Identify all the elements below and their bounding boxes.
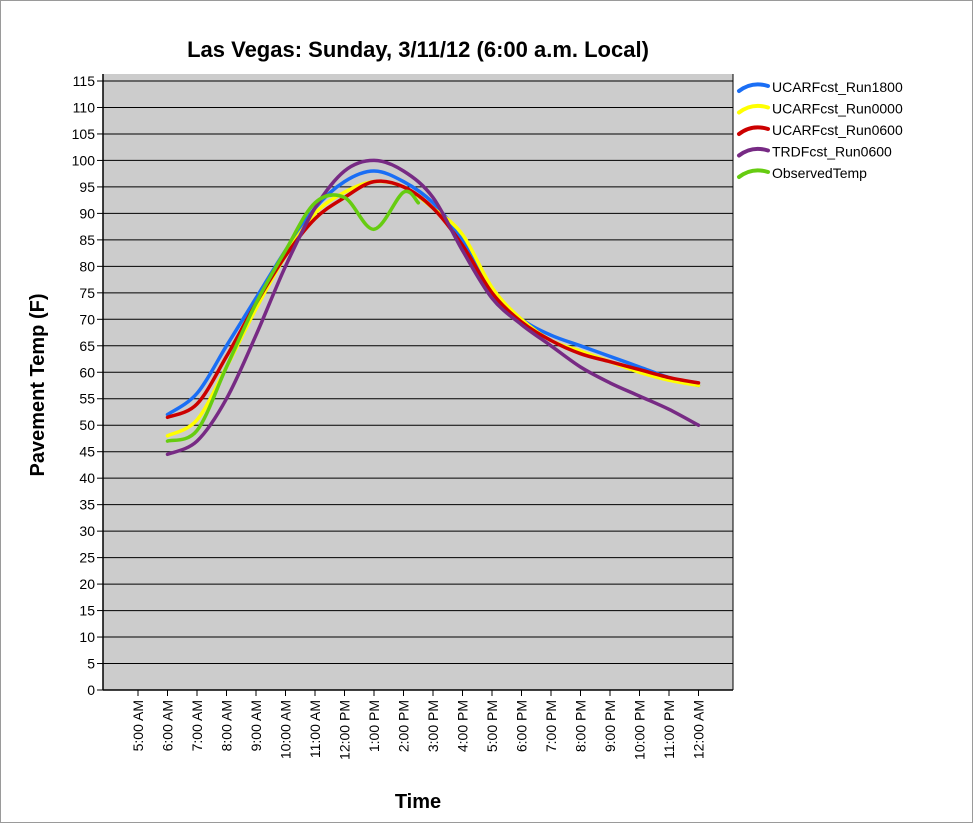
legend-swatch [737, 82, 770, 93]
x-tick-label: 7:00 AM [189, 700, 205, 751]
chart-title: Las Vegas: Sunday, 3/11/12 (6:00 a.m. Lo… [187, 37, 649, 62]
y-tick-label: 35 [79, 497, 95, 513]
y-tick-label: 100 [72, 152, 96, 168]
y-tick-label: 60 [79, 364, 95, 380]
y-tick-label: 65 [79, 338, 95, 354]
y-tick-label: 45 [79, 444, 95, 460]
x-axis-title: Time [395, 791, 441, 813]
y-tick-label: 115 [73, 73, 96, 89]
y-tick-label: 85 [79, 232, 95, 248]
series-line-ucarfcst-run1800 [165, 169, 701, 417]
x-tick-label: 12:00 PM [337, 700, 353, 760]
y-tick-label: 20 [79, 576, 95, 592]
x-tick-label: 6:00 AM [160, 700, 176, 751]
legend-label: UCARFcst_Run0000 [772, 101, 903, 117]
x-tick-label: 10:00 AM [278, 700, 294, 759]
y-tick-label: 90 [79, 205, 95, 221]
y-tick-label: 5 [87, 656, 95, 672]
legend-label: TRDFcst_Run0600 [772, 144, 892, 160]
x-tick-label: 9:00 AM [248, 700, 264, 751]
y-tick-label: 55 [79, 391, 95, 407]
series-line-observedtemp [165, 189, 421, 443]
y-tick-label: 70 [79, 311, 95, 327]
y-tick-label: 0 [87, 682, 95, 698]
y-tick-label: 80 [79, 258, 95, 274]
x-tick-label: 10:00 PM [632, 700, 648, 760]
legend-label: UCARFcst_Run0600 [772, 122, 903, 138]
x-tick-label: 5:00 PM [484, 700, 500, 752]
y-tick-label: 50 [79, 417, 95, 433]
legend-label: ObservedTemp [772, 165, 867, 181]
x-tick-label: 8:00 PM [573, 700, 589, 752]
x-tick-label: 6:00 PM [514, 700, 530, 752]
x-tick-label: 4:00 PM [455, 700, 471, 752]
x-tick-label: 3:00 PM [425, 700, 441, 752]
x-tick-label: 11:00 PM [661, 700, 677, 759]
legend-swatch [737, 103, 770, 115]
legend-label: UCARFcst_Run1800 [772, 79, 903, 95]
y-axis-title: Pavement Temp (F) [27, 294, 49, 477]
y-tick-label: 25 [79, 550, 95, 566]
plot-area [103, 74, 733, 690]
x-tick-label: 5:00 AM [130, 700, 146, 751]
x-tick-label: 2:00 PM [396, 700, 412, 752]
y-tick-label: 40 [79, 470, 95, 486]
series-line-trdfcst-run0600 [165, 158, 701, 457]
legend-swatch [737, 168, 770, 179]
y-tick-label: 110 [73, 99, 96, 115]
y-tick-label: 10 [79, 629, 95, 645]
x-tick-label: 8:00 AM [219, 700, 235, 751]
y-tick-label: 105 [72, 126, 96, 142]
x-tick-label: 12:00 AM [691, 700, 707, 759]
x-tick-label: 11:00 AM [307, 700, 323, 758]
x-tick-label: 9:00 PM [602, 700, 618, 752]
x-tick-label: 7:00 PM [543, 700, 559, 752]
x-tick-label: 1:00 PM [366, 700, 382, 752]
y-tick-label: 30 [79, 523, 95, 539]
legend-swatch [737, 125, 770, 136]
y-tick-label: 15 [79, 603, 95, 619]
y-tick-label: 75 [79, 285, 95, 301]
y-tick-label: 95 [79, 179, 95, 195]
legend-swatch [737, 146, 770, 158]
